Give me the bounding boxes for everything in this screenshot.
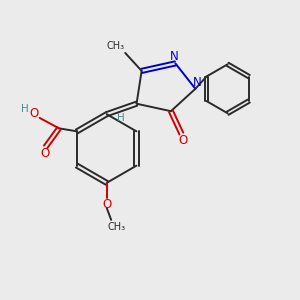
Text: O: O <box>40 147 50 160</box>
Text: O: O <box>30 107 39 120</box>
Text: N: N <box>193 76 201 89</box>
Text: O: O <box>103 198 112 211</box>
Text: N: N <box>169 50 178 63</box>
Text: O: O <box>179 134 188 147</box>
Text: CH₃: CH₃ <box>106 41 125 51</box>
Text: H: H <box>21 104 29 114</box>
Text: CH₃: CH₃ <box>107 222 125 232</box>
Text: H: H <box>117 113 125 123</box>
